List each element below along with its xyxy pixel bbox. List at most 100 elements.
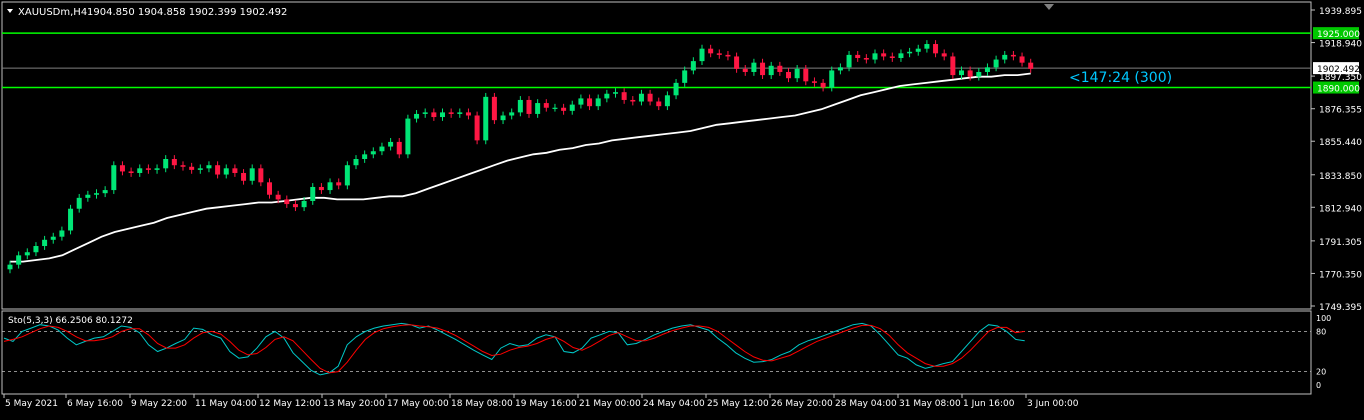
stochastic-level-label: 100	[1316, 314, 1331, 323]
candle-body	[621, 92, 627, 100]
candle-body	[154, 168, 160, 170]
candle-body	[699, 48, 705, 62]
candle-body	[137, 168, 143, 173]
time-axis-label: 11 May 04:00	[195, 399, 257, 409]
candle-body	[768, 65, 774, 76]
candle-body	[682, 70, 688, 83]
candle-body	[163, 159, 169, 169]
candle-body	[275, 194, 281, 200]
candle-body	[725, 54, 731, 57]
candle-body	[42, 239, 48, 247]
stochastic-levels: 100 80 20 0	[2, 314, 1331, 390]
time-axis-label: 5 May 2021	[5, 399, 58, 409]
candle-body	[249, 168, 255, 181]
candle-body	[595, 98, 601, 107]
candle-body	[587, 98, 593, 107]
moving-average	[10, 72, 1031, 263]
time-axis-label: 6 May 16:00	[67, 399, 123, 409]
candle-body	[171, 159, 177, 166]
candle-body	[820, 82, 826, 88]
symbol-menu-icon[interactable]	[7, 9, 13, 13]
candle-body	[440, 112, 445, 118]
candle-body	[959, 70, 964, 76]
candle-body	[907, 51, 913, 54]
candle-body	[664, 95, 670, 107]
candle-body	[863, 58, 869, 60]
current-price-label-box	[1313, 62, 1359, 75]
candle-body	[94, 193, 99, 195]
main-pane-frame	[1, 1, 1312, 310]
candle-body	[543, 103, 549, 108]
candle-body	[760, 62, 766, 76]
time-axis-label: 21 May 00:00	[579, 399, 641, 409]
candle-body	[353, 159, 359, 166]
candle-body	[1028, 62, 1034, 69]
candle-body	[128, 171, 134, 173]
candle-body	[517, 99, 523, 113]
price-axis-label: 1939.895	[1319, 7, 1362, 17]
price-axis: 1939.895 1918.940 1897.350 1876.355 1855.440…	[1311, 7, 1362, 313]
time-axis-label: 17 May 00:00	[387, 399, 449, 409]
lower-level-label-box	[1313, 81, 1359, 94]
candle-body	[984, 67, 990, 72]
candle-body	[111, 165, 117, 191]
candle-body	[898, 53, 904, 59]
candle-body	[889, 56, 895, 59]
candle-body	[362, 154, 368, 160]
candle-body	[292, 204, 298, 208]
candle-body	[708, 48, 714, 54]
candle-body	[465, 112, 471, 116]
candle-body	[145, 168, 151, 170]
candle-body	[1019, 56, 1025, 63]
candle-body	[578, 98, 584, 105]
symbol-timeframe: XAUUSDm,H4	[18, 7, 87, 18]
candle-body	[1010, 54, 1016, 57]
candle-body	[751, 62, 757, 72]
bar-countdown: <147:24 (300)	[1069, 70, 1172, 86]
ohlc-values: 1904.850 1904.858 1902.399 1902.492	[87, 7, 287, 18]
price-axis-label: 1770.350	[1319, 270, 1362, 280]
chart-shift-icon[interactable]	[1044, 4, 1054, 10]
candle-body	[396, 141, 402, 155]
candle-body	[405, 118, 411, 155]
candle-body	[327, 182, 333, 191]
candle-body	[206, 165, 212, 169]
candle-body	[647, 93, 653, 102]
candle-body	[993, 59, 999, 68]
candle-body	[284, 199, 290, 205]
candle-body	[258, 168, 264, 183]
stochastic-signal-line	[3, 324, 1025, 374]
candle-body	[197, 168, 203, 170]
candle-body	[119, 165, 125, 172]
candle-body	[846, 54, 852, 68]
candle-body	[457, 112, 463, 114]
horizontal-levels[interactable]	[2, 32, 1311, 89]
candle-body	[483, 96, 489, 141]
candle-body	[448, 112, 454, 114]
candle-body	[967, 70, 973, 77]
candle-body	[933, 44, 939, 54]
price-axis-label: 1791.305	[1319, 238, 1362, 248]
candle-body	[777, 65, 783, 72]
lower-level-label: 1890.000	[1317, 85, 1360, 95]
candle-body	[491, 96, 497, 121]
candle-body	[370, 151, 376, 155]
candle-body	[24, 252, 30, 256]
candle-body	[734, 56, 740, 69]
time-axis-label: 28 May 04:00	[835, 399, 897, 409]
candle-body	[344, 165, 350, 186]
upper-level-label: 1925.000	[1317, 30, 1360, 40]
candle-body	[33, 246, 39, 253]
candle-body	[613, 92, 618, 94]
candle-body	[1002, 54, 1008, 60]
stochastic-level-label: 80	[1316, 327, 1326, 336]
candle-body	[742, 68, 748, 72]
time-axis-label: 26 May 20:00	[771, 399, 833, 409]
candle-body	[950, 56, 956, 76]
price-axis-label: 1812.940	[1319, 204, 1362, 214]
candle-body	[414, 113, 420, 119]
candle-body	[431, 112, 437, 118]
